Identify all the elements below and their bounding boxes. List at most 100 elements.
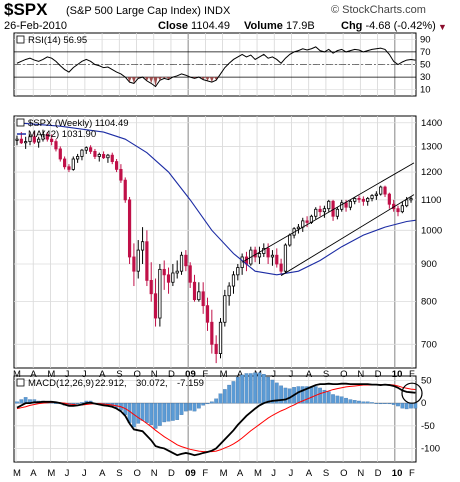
- month-tick-label-bottom: F: [202, 468, 208, 479]
- rsi-oversold-fill: [153, 77, 158, 87]
- candle-body: [89, 147, 93, 152]
- macd-histogram-bar: [153, 403, 158, 429]
- candle-body: [314, 208, 318, 217]
- macd-histogram-bar: [344, 397, 348, 404]
- price-legend-swatch: [16, 118, 25, 127]
- macd-histogram-bar: [179, 403, 184, 415]
- month-tick-label-bottom: A: [306, 468, 313, 479]
- macd-histogram-bar: [296, 386, 301, 404]
- macd-histogram-bar: [244, 373, 249, 404]
- symbol-title: $SPX: [4, 0, 48, 19]
- macd-histogram-bar: [287, 388, 292, 404]
- month-tick-label-top: O: [340, 369, 347, 380]
- macd-histogram-bar: [400, 403, 405, 409]
- candle-body: [45, 133, 49, 140]
- candle-body: [37, 138, 41, 143]
- month-tick-label-top: J: [82, 369, 87, 380]
- candle-body: [361, 198, 365, 202]
- candle-body: [279, 263, 283, 272]
- macd-histogram-bar: [175, 403, 180, 420]
- month-tick-label-bottom: S: [116, 468, 122, 479]
- macd-histogram-bar: [383, 403, 387, 404]
- month-tick-label-top: 09: [185, 369, 196, 380]
- macd-histogram-bar: [335, 395, 340, 404]
- candle-body: [266, 247, 270, 258]
- macd-histogram-bar: [184, 403, 188, 412]
- candle-body: [218, 321, 223, 354]
- month-tick-label-bottom: M: [254, 468, 262, 479]
- macd-histogram-bar: [300, 386, 305, 404]
- candle-body: [162, 268, 166, 276]
- candle-body: [405, 199, 409, 207]
- candle-body: [101, 154, 106, 159]
- candle-body: [335, 208, 339, 217]
- candle-body: [327, 200, 331, 210]
- macd-histogram-bar: [396, 403, 400, 407]
- candle-body: [175, 270, 179, 274]
- candle-body: [132, 256, 136, 272]
- candle-body: [76, 156, 80, 160]
- rsi-oversold-fill: [166, 77, 171, 80]
- candle-body: [140, 241, 145, 251]
- rsi-oversold-fill: [209, 77, 214, 83]
- price-tick-label: 700: [421, 339, 437, 350]
- macd-histogram-bar: [322, 389, 327, 404]
- month-tick-label-top: S: [323, 369, 329, 380]
- candle-body: [305, 220, 309, 223]
- candle-body: [257, 253, 262, 258]
- price-tick-label: 1000: [421, 225, 442, 236]
- macd-legend-name: MACD(12,26,9): [28, 378, 94, 389]
- candle-body: [379, 186, 383, 195]
- macd-histogram-bar: [270, 379, 275, 404]
- macd-histogram-bar: [136, 403, 141, 424]
- candle-body: [366, 198, 370, 202]
- month-tick-label-bottom: D: [168, 468, 175, 479]
- candle-body: [106, 154, 110, 159]
- month-tick-label-top: J: [65, 369, 70, 380]
- rsi-oversold-fill: [201, 77, 206, 80]
- month-tick-label-bottom: 10: [392, 468, 403, 479]
- candle-body: [84, 147, 88, 151]
- candle-body: [179, 254, 184, 272]
- candle-body: [357, 198, 361, 200]
- macd-histogram-bar: [171, 403, 175, 421]
- candle-body: [15, 138, 19, 141]
- macd-histogram-bar: [235, 376, 240, 404]
- macd-legend-hist: -7.159: [177, 378, 204, 389]
- macd-histogram-bar: [231, 381, 236, 404]
- candle-body: [409, 198, 413, 201]
- macd-histogram-bar: [352, 400, 357, 404]
- macd-line: [16, 382, 416, 457]
- month-tick-label-top: A: [30, 369, 37, 380]
- macd-histogram-bar: [240, 374, 244, 404]
- candle-body: [50, 138, 54, 142]
- candle-body: [231, 274, 236, 287]
- candle-body: [400, 205, 404, 213]
- month-tick-label-top: J: [271, 369, 276, 380]
- macd-histogram-bar: [409, 403, 413, 409]
- macd-histogram-bar: [391, 403, 396, 405]
- rsi-oversold-fill: [162, 77, 167, 79]
- rsi-oversold-fill: [127, 77, 132, 83]
- candle-body: [158, 268, 162, 319]
- macd-histogram-bar: [205, 403, 210, 405]
- candle-body: [93, 151, 97, 157]
- macd-histogram-bar: [140, 403, 145, 421]
- rsi-oversold-fill: [149, 77, 154, 84]
- close-quote: Close 1104.49: [158, 20, 230, 32]
- candle-body: [149, 279, 153, 295]
- candle-body: [322, 208, 327, 213]
- month-tick-label-bottom: O: [134, 468, 141, 479]
- candle-body: [71, 158, 75, 170]
- macd-histogram-bar: [214, 398, 219, 404]
- month-tick-label-bottom: A: [237, 468, 244, 479]
- macd-histogram-bar: [222, 389, 227, 404]
- candle-body: [114, 161, 119, 170]
- macd-histogram-bar: [404, 403, 409, 410]
- month-tick-label-bottom: F: [409, 468, 415, 479]
- rsi-oversold-fill: [205, 77, 210, 81]
- month-tick-label-bottom: N: [357, 468, 364, 479]
- macd-histogram-bar: [19, 399, 24, 404]
- candle-body: [205, 305, 210, 323]
